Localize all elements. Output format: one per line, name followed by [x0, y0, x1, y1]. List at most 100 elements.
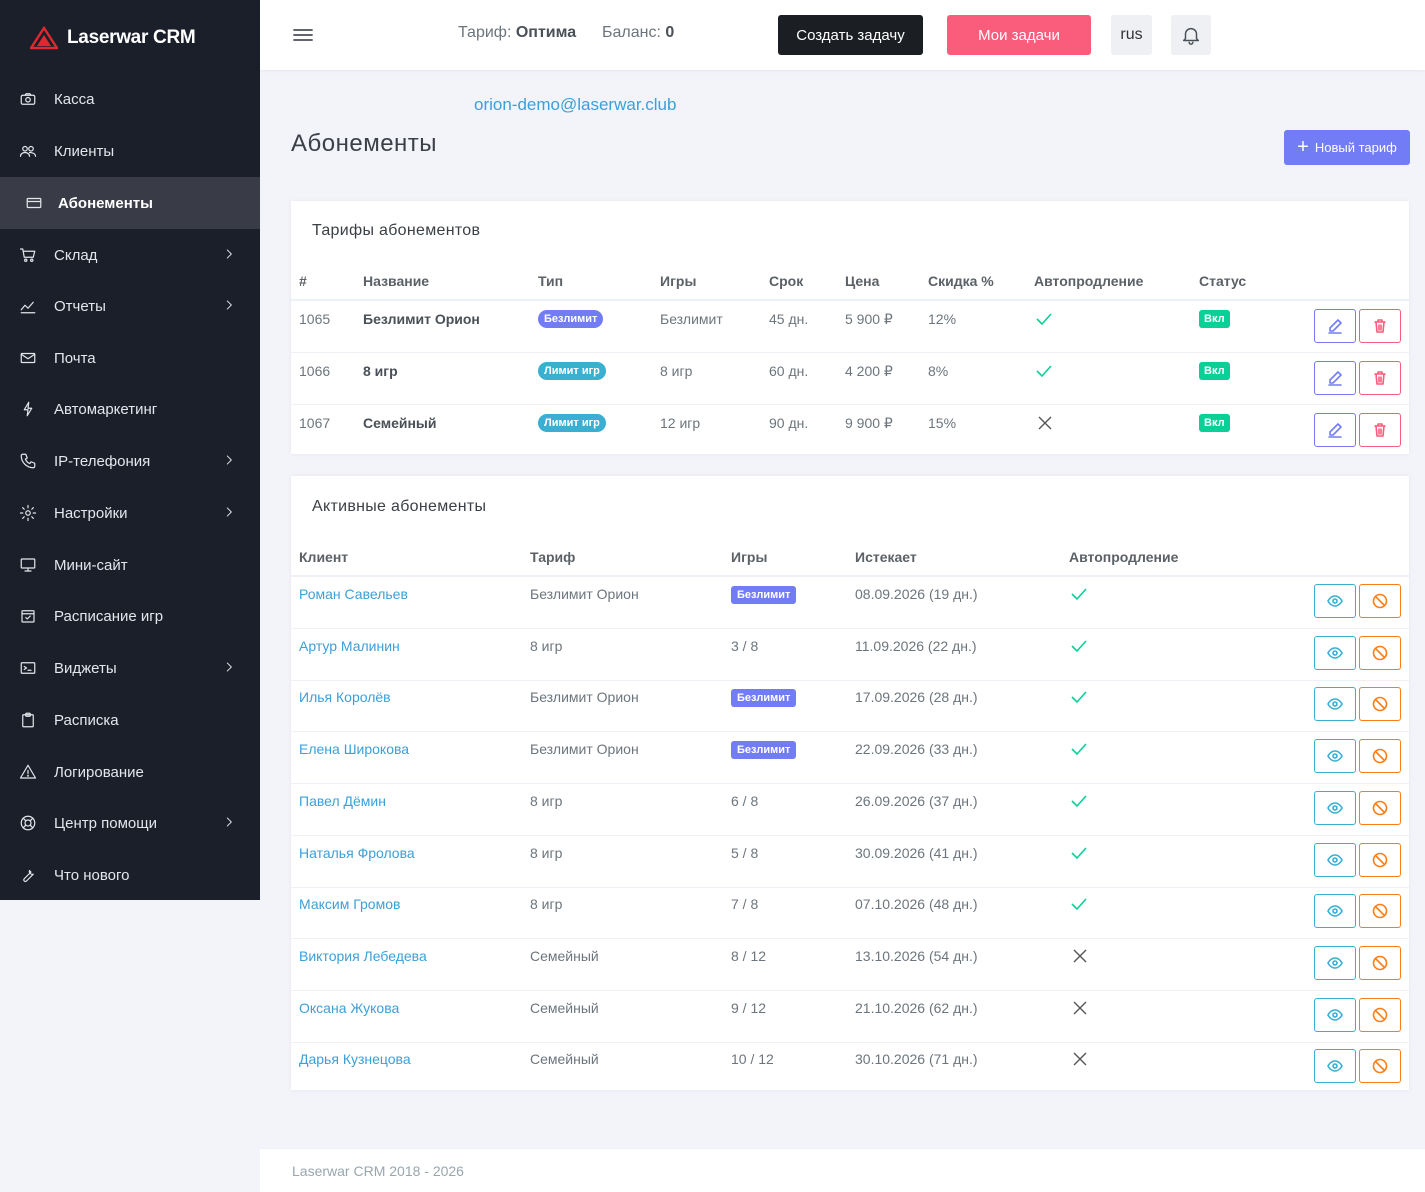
client-link[interactable]: Наталья Фролова: [299, 844, 415, 861]
view-button[interactable]: [1314, 842, 1356, 877]
client-link[interactable]: Елена Широкова: [299, 741, 410, 758]
expires-date: 30.09.2026 (41 дн.): [855, 844, 978, 861]
topbar: Тариф: Оптима Баланс: 0 Создать задачу М…: [260, 0, 1425, 70]
cancel-subscription-button[interactable]: [1359, 584, 1401, 618]
block-icon: [1372, 955, 1388, 971]
view-button[interactable]: [1314, 1049, 1356, 1084]
delete-button[interactable]: [1359, 309, 1401, 343]
cancel-subscription-button[interactable]: [1359, 635, 1401, 670]
sidebar-item-6[interactable]: Почта: [0, 332, 260, 384]
active-subscriptions-card: Активные абонементы Клиент Тариф Игры Истек…: [291, 476, 1409, 1090]
sidebar-item-16[interactable]: Что нового: [0, 849, 260, 901]
edit-button[interactable]: [1314, 361, 1356, 395]
view-button[interactable]: [1314, 894, 1356, 929]
eye-icon: [1327, 1058, 1343, 1074]
client-link[interactable]: Оксана Жукова: [299, 999, 400, 1016]
tariff-name: 8 игр: [363, 363, 398, 379]
games-badge: Безлимит: [731, 741, 797, 760]
subscription-tariff: 8 игр: [530, 896, 563, 913]
edit-button[interactable]: [1314, 309, 1356, 343]
check-icon: [1070, 740, 1088, 758]
client-link[interactable]: Роман Савельев: [299, 586, 408, 602]
status-badge: Вкл: [1199, 362, 1230, 380]
cancel-subscription-button[interactable]: [1359, 945, 1401, 980]
sidebar-item-12[interactable]: Виджеты: [0, 642, 260, 694]
cancel-subscription-button[interactable]: [1359, 790, 1401, 825]
cancel-subscription-button[interactable]: [1359, 997, 1401, 1032]
cross-icon: [1037, 415, 1055, 433]
tariffs-col-3: Тип: [538, 273, 564, 289]
tariff-term: 60 дн.: [769, 363, 809, 379]
client-link[interactable]: Виктория Лебедева: [299, 947, 427, 964]
logo-text: Laserwar CRM: [67, 27, 196, 48]
view-button[interactable]: [1314, 997, 1356, 1032]
view-button[interactable]: [1314, 687, 1356, 722]
sidebar-item-11[interactable]: Расписание игр: [0, 590, 260, 642]
chevron-right-icon: [222, 660, 238, 676]
sidebar-item-label: Отчеты: [54, 297, 106, 315]
menu-toggle-icon[interactable]: [292, 24, 314, 46]
tariff-price: 4 200 ₽: [845, 363, 893, 379]
sidebar-item-9[interactable]: Настройки: [0, 487, 260, 539]
create-task-button[interactable]: Создать задачу: [778, 15, 923, 55]
client-link[interactable]: Павел Дёмин: [299, 792, 386, 809]
view-button[interactable]: [1314, 584, 1356, 618]
cancel-subscription-button[interactable]: [1359, 1049, 1401, 1084]
tariffs-col-4: Игры: [660, 273, 697, 289]
table-row: 1067 Семейный Лимит игр 12 игр 90 дн. 9 900 ₽…: [291, 405, 1409, 457]
client-link[interactable]: Илья Королёв: [299, 689, 391, 706]
notifications-button[interactable]: [1171, 15, 1211, 55]
tariffs-card: Тарифы абонементов # Название Тип Игры Срок Ц…: [291, 201, 1409, 454]
table-row: Максим Громов 8 игр 7 / 8 07.10.2026 (48 дн…: [291, 887, 1409, 940]
sidebar-item-10[interactable]: Мини-сайт: [0, 539, 260, 591]
cancel-subscription-button[interactable]: [1359, 842, 1401, 877]
cancel-subscription-button[interactable]: [1359, 739, 1401, 774]
sidebar-item-7[interactable]: Автомаркетинг: [0, 383, 260, 435]
tariffs-col-8: Автопродление: [1034, 273, 1144, 289]
client-link[interactable]: Дарья Кузнецова: [299, 1051, 411, 1068]
sidebar-item-label: Автомаркетинг: [54, 400, 158, 418]
new-tariff-button[interactable]: + Новый тариф: [1284, 130, 1410, 165]
client-link[interactable]: Артур Малинин: [299, 637, 400, 654]
sidebar-item-13[interactable]: Расписка: [0, 694, 260, 746]
sidebar-item-5[interactable]: Отчеты: [0, 280, 260, 332]
check-icon: [1070, 585, 1088, 603]
cancel-subscription-button[interactable]: [1359, 687, 1401, 722]
sidebar-item-8[interactable]: IP-телефония: [0, 435, 260, 487]
table-row: Елена Широкова Безлимит Орион Безлимит 22.0…: [291, 732, 1409, 785]
eye-icon: [1327, 1007, 1343, 1023]
sidebar-item-2[interactable]: Клиенты: [0, 125, 260, 177]
edit-button[interactable]: [1314, 413, 1356, 447]
chart-icon: [18, 296, 38, 316]
delete-button[interactable]: [1359, 361, 1401, 395]
view-button[interactable]: [1314, 635, 1356, 670]
client-link[interactable]: Максим Громов: [299, 896, 401, 913]
sidebar-item-14[interactable]: Логирование: [0, 746, 260, 798]
sidebar-item-15[interactable]: Центр помощи: [0, 797, 260, 849]
delete-button[interactable]: [1359, 413, 1401, 447]
check-icon: [1035, 310, 1053, 328]
phone-icon: [18, 451, 38, 471]
sidebar-item-3[interactable]: Абонементы: [0, 177, 260, 229]
chevron-right-icon: [222, 505, 238, 521]
tariff-games: 12 игр: [660, 415, 701, 431]
view-button[interactable]: [1314, 739, 1356, 774]
view-button[interactable]: [1314, 945, 1356, 980]
subscription-tariff: Семейный: [530, 947, 599, 964]
expires-date: 30.10.2026 (71 дн.): [855, 1051, 978, 1068]
user-email[interactable]: orion-demo@laserwar.club: [474, 95, 677, 114]
logo[interactable]: Laserwar CRM: [0, 0, 260, 76]
tariff-type-badge: Лимит игр: [538, 362, 606, 380]
check-icon: [1070, 895, 1088, 913]
view-button[interactable]: [1314, 790, 1356, 825]
active-col-3: Игры: [731, 549, 768, 565]
cancel-subscription-button[interactable]: [1359, 894, 1401, 929]
eye-icon: [1327, 593, 1343, 609]
my-tasks-button[interactable]: Мои задачи: [947, 15, 1091, 55]
language-button[interactable]: rus: [1111, 15, 1152, 55]
sidebar-item-1[interactable]: Касса: [0, 73, 260, 125]
sidebar-item-label: Почта: [54, 349, 96, 367]
sidebar-item-4[interactable]: Склад: [0, 229, 260, 281]
games-count: 3 / 8: [731, 637, 759, 654]
expires-date: 13.10.2026 (54 дн.): [855, 947, 978, 964]
